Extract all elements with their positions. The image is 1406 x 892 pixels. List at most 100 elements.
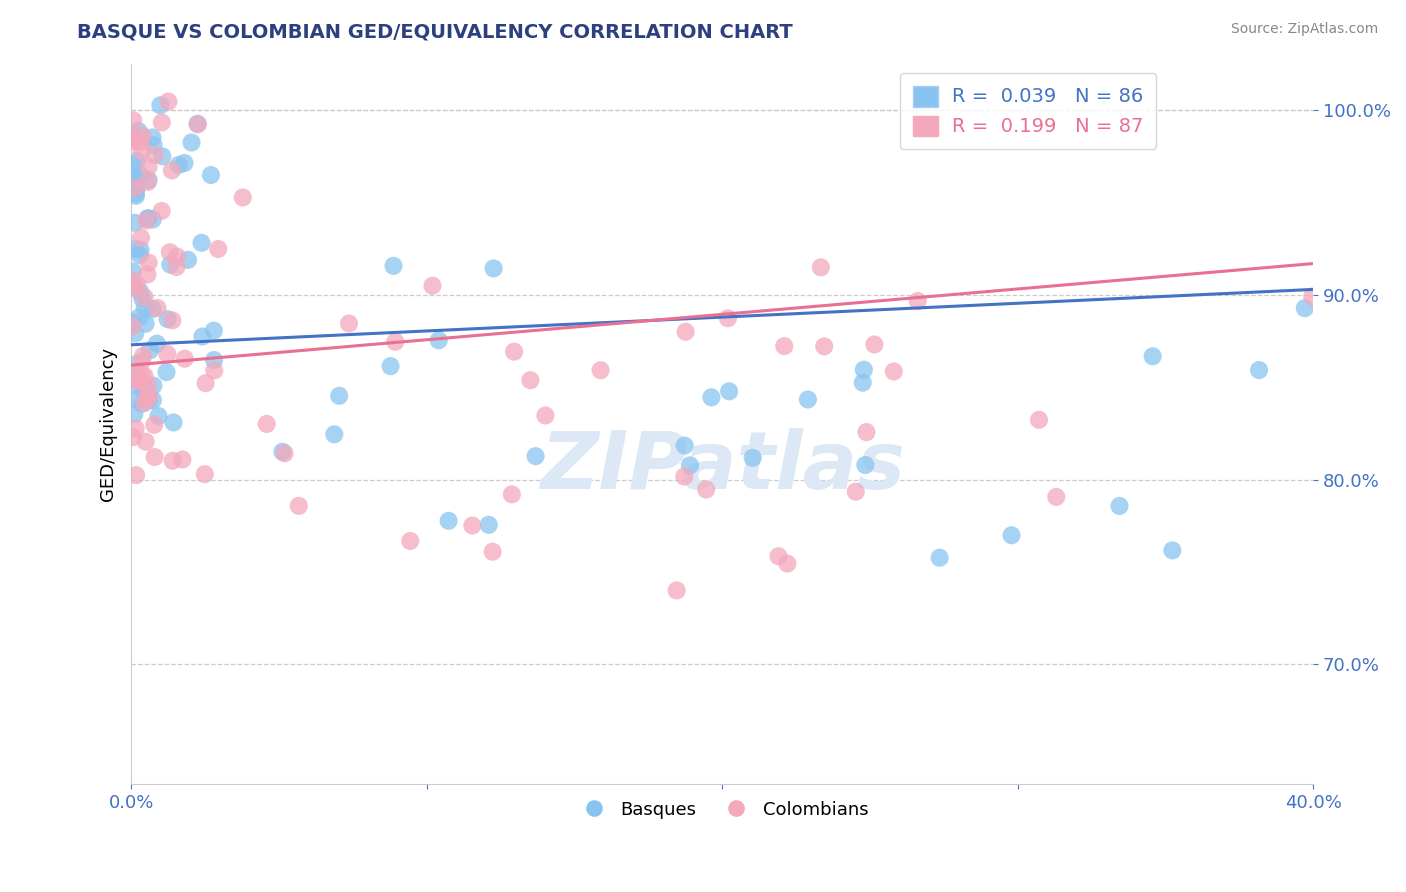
Point <box>131 292 153 306</box>
Point <box>136 378 159 392</box>
Point <box>142 138 165 153</box>
Point <box>589 363 612 377</box>
Point <box>129 243 152 257</box>
Point <box>665 583 688 598</box>
Point <box>853 458 876 472</box>
Text: BASQUE VS COLOMBIAN GED/EQUIVALENCY CORRELATION CHART: BASQUE VS COLOMBIAN GED/EQUIVALENCY CORR… <box>77 22 793 41</box>
Point <box>380 359 402 374</box>
Point <box>146 336 169 351</box>
Point <box>148 409 170 423</box>
Point <box>323 427 346 442</box>
Point <box>695 483 717 497</box>
Point <box>461 518 484 533</box>
Point <box>142 212 165 227</box>
Point <box>124 134 146 148</box>
Point <box>328 389 350 403</box>
Point <box>125 181 148 195</box>
Point <box>134 383 156 397</box>
Point <box>159 258 181 272</box>
Point <box>288 499 311 513</box>
Point <box>1108 499 1130 513</box>
Point <box>194 376 217 391</box>
Point <box>128 375 150 389</box>
Point <box>124 216 146 230</box>
Point <box>482 261 505 276</box>
Point <box>124 407 146 421</box>
Point <box>146 301 169 315</box>
Point <box>121 264 143 278</box>
Point <box>121 319 143 334</box>
Point <box>156 347 179 361</box>
Point <box>190 235 212 250</box>
Point <box>160 163 183 178</box>
Point <box>136 392 159 406</box>
Point <box>673 469 696 483</box>
Point <box>1142 349 1164 363</box>
Point <box>741 450 763 465</box>
Point <box>384 334 406 349</box>
Point <box>143 417 166 432</box>
Point <box>128 380 150 394</box>
Point <box>191 329 214 343</box>
Point <box>180 136 202 150</box>
Point <box>142 301 165 316</box>
Point <box>166 250 188 264</box>
Point <box>131 128 153 143</box>
Point <box>124 326 146 341</box>
Point <box>813 339 835 353</box>
Point <box>121 372 143 386</box>
Point <box>129 375 152 389</box>
Point <box>134 301 156 316</box>
Point <box>149 98 172 112</box>
Point <box>810 260 832 275</box>
Point <box>863 337 886 351</box>
Point <box>524 449 547 463</box>
Point <box>136 211 159 226</box>
Y-axis label: GED/Equivalency: GED/Equivalency <box>100 347 117 501</box>
Point <box>1028 413 1050 427</box>
Point <box>534 409 557 423</box>
Point <box>125 181 148 195</box>
Point <box>121 171 143 186</box>
Point <box>773 339 796 353</box>
Point <box>194 467 217 482</box>
Point <box>256 417 278 431</box>
Point <box>852 362 875 376</box>
Point <box>121 316 143 330</box>
Point <box>138 393 160 408</box>
Point <box>139 343 162 358</box>
Point <box>173 156 195 170</box>
Point <box>202 353 225 368</box>
Point <box>173 351 195 366</box>
Point <box>481 545 503 559</box>
Point <box>134 290 156 304</box>
Point <box>128 310 150 325</box>
Point <box>150 115 173 129</box>
Text: ZIPatlas: ZIPatlas <box>540 428 905 507</box>
Point <box>162 454 184 468</box>
Point <box>121 273 143 287</box>
Point <box>776 557 799 571</box>
Point <box>121 128 143 143</box>
Point <box>125 422 148 436</box>
Point <box>162 313 184 327</box>
Point <box>121 168 143 182</box>
Point <box>138 173 160 187</box>
Point <box>907 294 929 309</box>
Point <box>143 148 166 162</box>
Point <box>125 153 148 168</box>
Point <box>519 373 541 387</box>
Point <box>679 458 702 473</box>
Point <box>131 397 153 411</box>
Point <box>700 390 723 404</box>
Point <box>427 333 450 347</box>
Point <box>155 365 177 379</box>
Point <box>273 446 295 460</box>
Point <box>187 117 209 131</box>
Point <box>382 259 405 273</box>
Point <box>156 312 179 326</box>
Point <box>122 130 145 145</box>
Point <box>125 357 148 371</box>
Point <box>125 468 148 483</box>
Point <box>150 203 173 218</box>
